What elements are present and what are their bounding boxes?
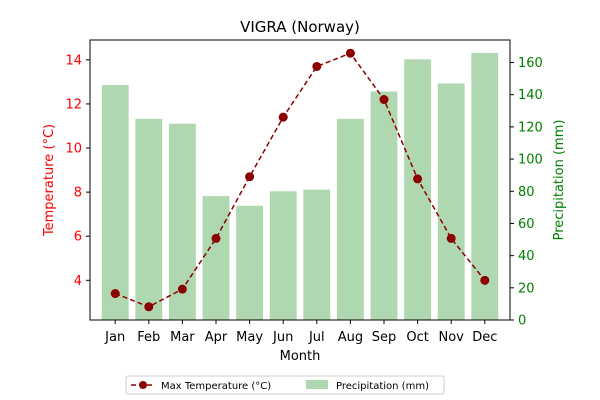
temperature-point-apr xyxy=(211,233,221,243)
y-right-tick-label-80: 80 xyxy=(518,185,535,200)
plot-frame xyxy=(89,39,511,321)
y-axis-right-label: Precipitation (mm) xyxy=(552,120,567,241)
temperature-point-jan xyxy=(110,289,120,299)
y-right-tick-label-60: 60 xyxy=(518,217,535,232)
temperature-point-sep xyxy=(379,95,389,105)
line-layer xyxy=(110,48,490,312)
temperature-point-may xyxy=(245,172,255,182)
y-right-tick-label-20: 20 xyxy=(518,281,535,296)
temperature-point-oct xyxy=(413,174,423,184)
y-right-tick-label-100: 100 xyxy=(518,153,543,168)
x-axis-label: Month xyxy=(280,349,321,364)
y-axis-left: 4 6 8 10 12 14 xyxy=(65,53,90,289)
precipitation-bar-feb xyxy=(135,118,163,320)
precipitation-bar-apr xyxy=(202,196,230,320)
temperature-point-aug xyxy=(345,48,355,58)
y-axis-left-label: Temperature (°C) xyxy=(42,124,57,237)
temperature-line xyxy=(114,52,486,308)
legend-line-marker xyxy=(139,381,147,389)
y-right-tick-label-120: 120 xyxy=(518,120,543,135)
temperature-point-dec xyxy=(480,275,490,285)
y-left-tick-label-12: 12 xyxy=(65,97,82,112)
x-axis: Jan Feb Mar Apr May Jun Jul Aug Sep Oct Nov Dec xyxy=(104,320,497,345)
y-left-tick-label-4: 4 xyxy=(74,274,82,289)
x-tick-label-nov: Nov xyxy=(439,330,465,345)
bars-layer xyxy=(101,52,499,321)
precipitation-bar-may xyxy=(236,205,264,320)
temperature-point-nov xyxy=(446,233,456,243)
y-right-tick-label-160: 160 xyxy=(518,56,543,71)
legend: Max Temperature (°C) Precipitation (mm) xyxy=(125,375,445,395)
precipitation-bar-dec xyxy=(471,52,499,320)
y-left-tick-label-14: 14 xyxy=(65,53,82,68)
x-tick-label-sep: Sep xyxy=(372,330,397,345)
x-tick-label-may: May xyxy=(236,330,263,345)
precipitation-bar-nov xyxy=(437,83,465,320)
y-left-tick-label-6: 6 xyxy=(74,230,82,245)
precipitation-bar-oct xyxy=(404,59,432,321)
x-tick-label-jan: Jan xyxy=(104,330,125,345)
y-right-tick-label-0: 0 xyxy=(518,314,526,329)
x-tick-label-oct: Oct xyxy=(406,330,428,345)
x-tick-label-dec: Dec xyxy=(472,330,497,345)
temperature-point-mar xyxy=(177,284,187,294)
x-tick-label-aug: Aug xyxy=(338,330,363,345)
legend-label-temperature: Max Temperature (°C) xyxy=(161,381,271,392)
y-axis-right: 0 20 40 60 80 100 120 140 160 xyxy=(510,56,543,329)
precipitation-bar-jun xyxy=(269,191,297,320)
legend-frame xyxy=(125,375,445,395)
temperature-point-feb xyxy=(144,302,154,312)
y-left-tick-label-10: 10 xyxy=(65,142,82,157)
temperature-point-jul xyxy=(312,61,322,71)
temperature-point-jun xyxy=(278,112,288,122)
precipitation-bar-jul xyxy=(303,189,331,320)
x-tick-label-feb: Feb xyxy=(137,330,160,345)
x-tick-label-apr: Apr xyxy=(205,330,228,345)
precipitation-bar-aug xyxy=(336,118,364,320)
x-tick-label-jul: Jul xyxy=(308,330,325,345)
y-right-tick-label-140: 140 xyxy=(518,88,543,103)
y-left-tick-label-8: 8 xyxy=(74,186,82,201)
precipitation-bar-sep xyxy=(370,91,398,320)
precipitation-bar-jan xyxy=(101,85,129,321)
x-tick-label-mar: Mar xyxy=(170,330,195,345)
legend-bar-swatch xyxy=(306,380,328,389)
legend-label-precipitation: Precipitation (mm) xyxy=(336,381,429,392)
y-right-tick-label-40: 40 xyxy=(518,249,535,264)
chart-title: VIGRA (Norway) xyxy=(240,18,360,36)
x-tick-label-jun: Jun xyxy=(272,330,293,345)
